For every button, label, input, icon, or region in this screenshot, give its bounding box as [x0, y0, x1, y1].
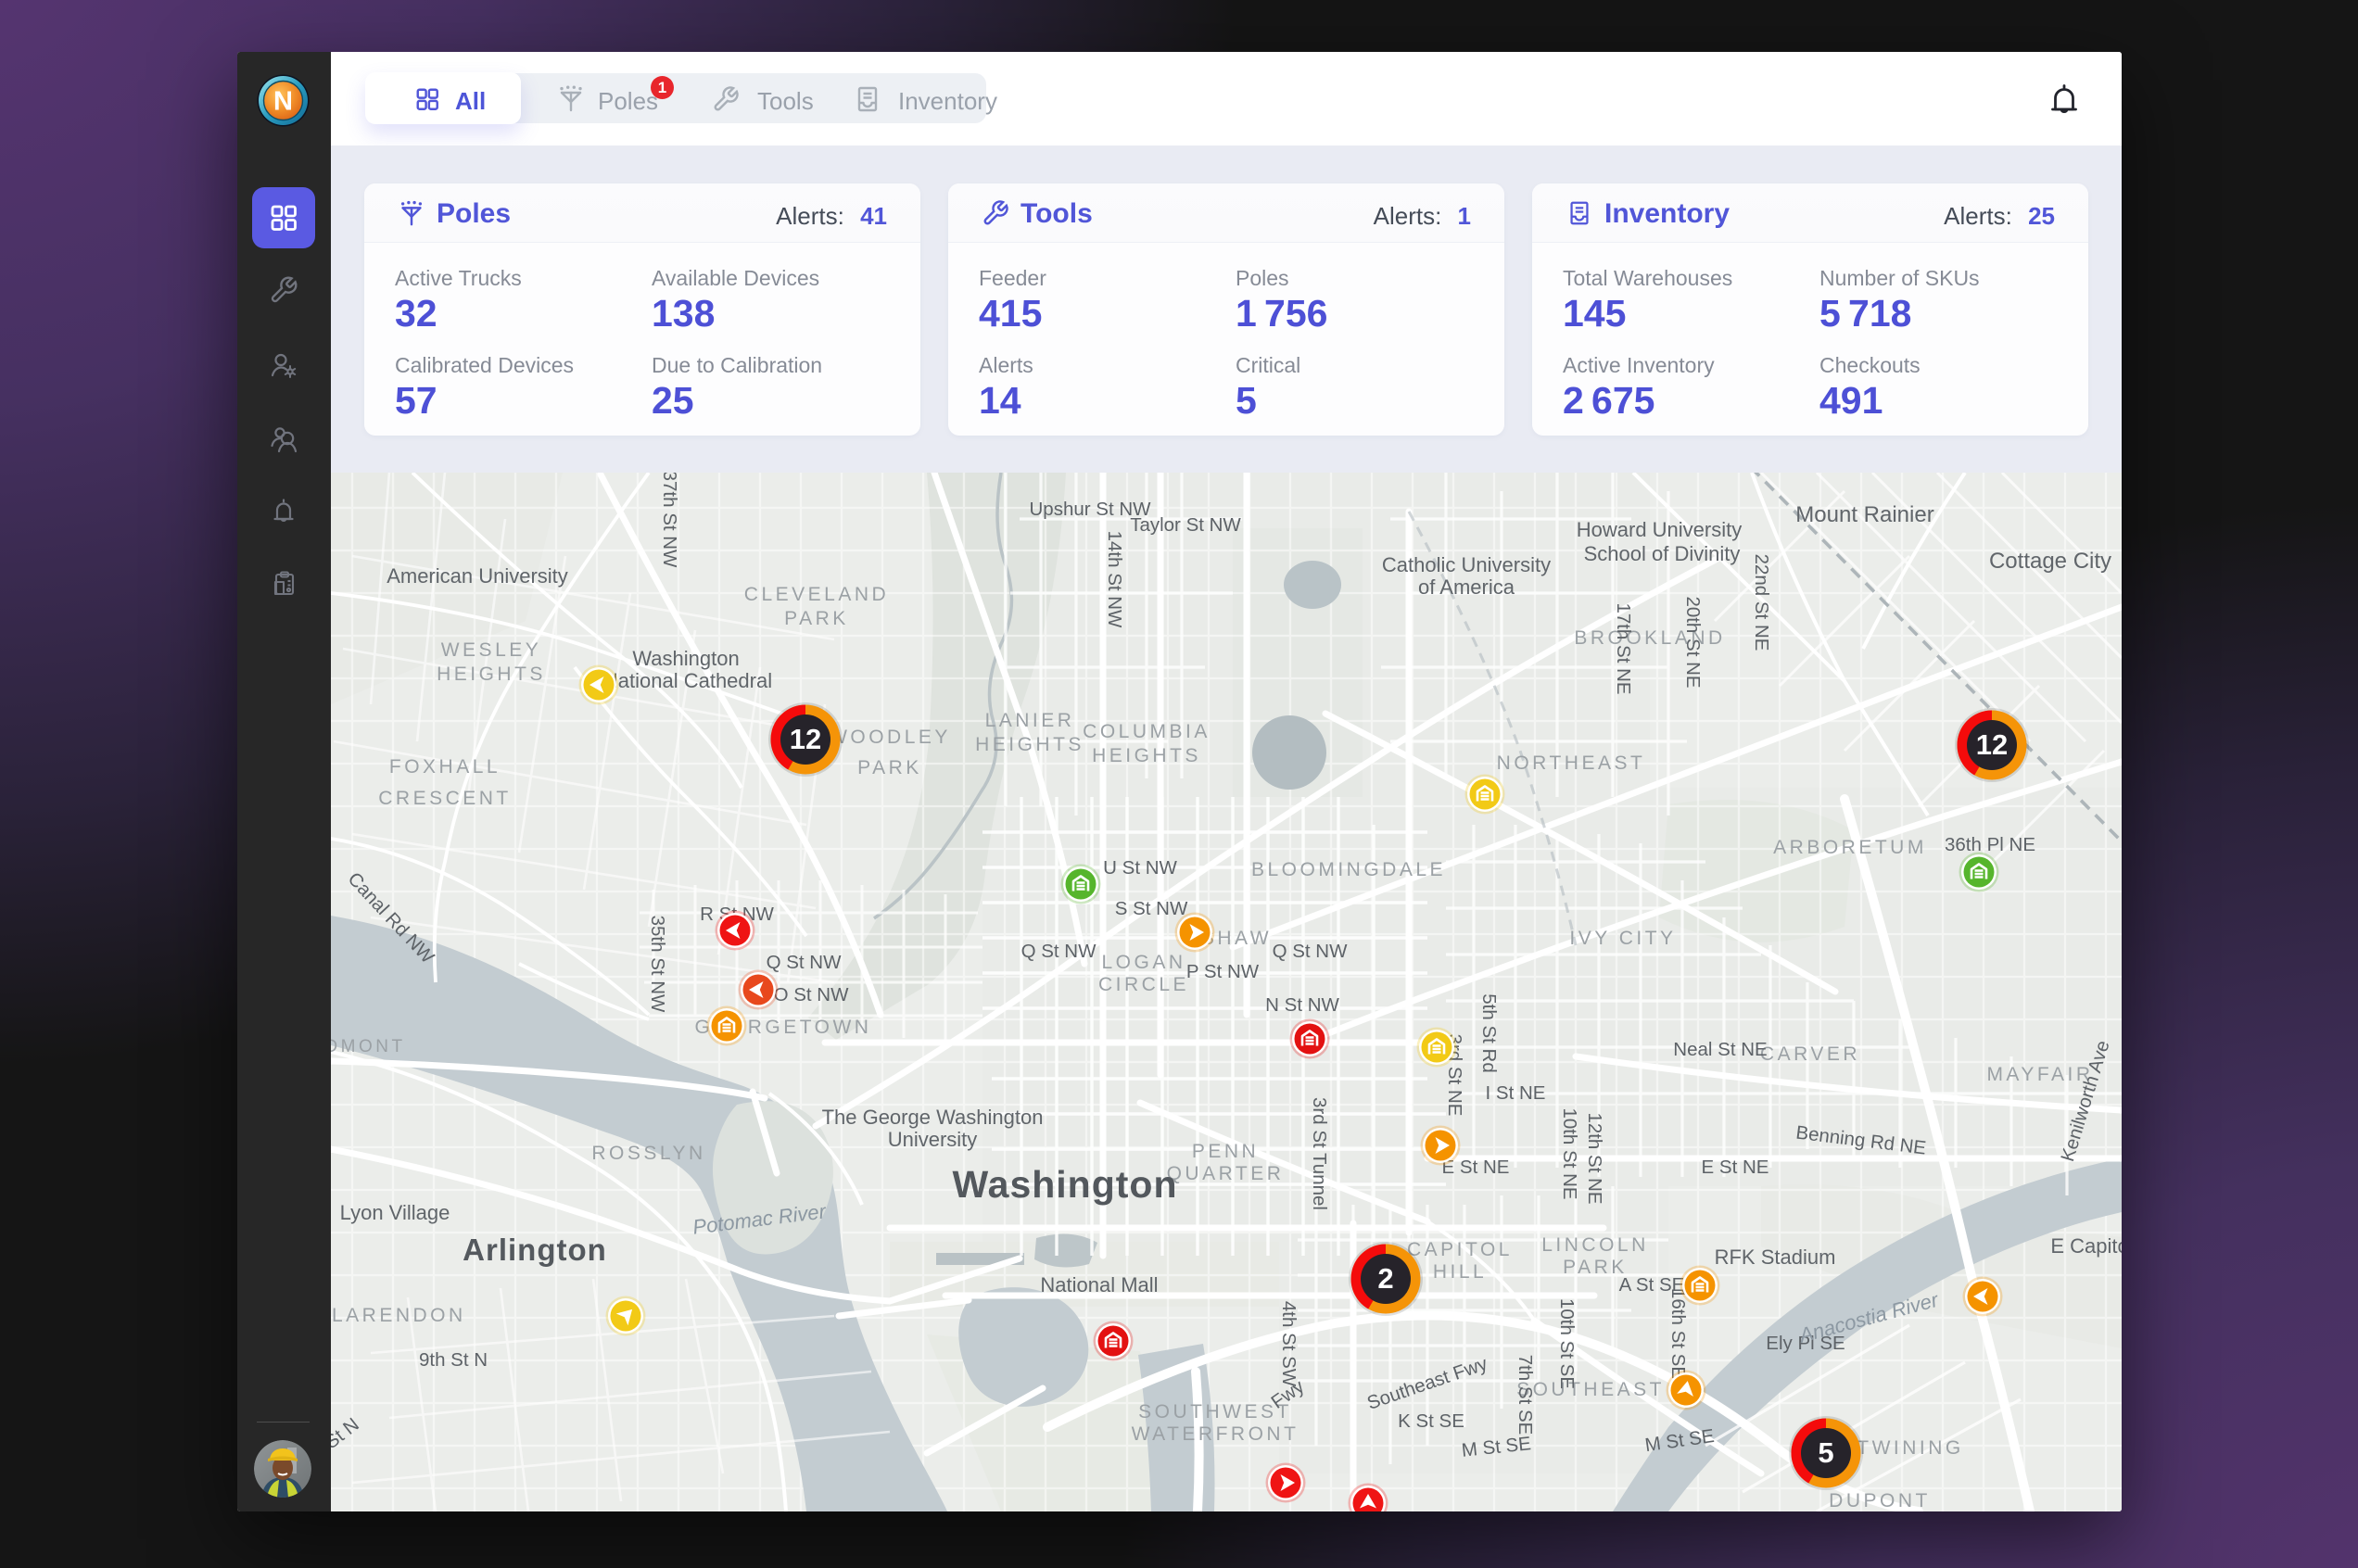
svg-text:S St NW: S St NW	[1115, 898, 1188, 919]
svg-text:Arlington: Arlington	[463, 1233, 607, 1267]
svg-text:PARK: PARK	[857, 757, 922, 778]
svg-text:Upshur St NW: Upshur St NW	[1030, 499, 1152, 520]
svg-text:N: N	[273, 87, 293, 117]
svg-text:DUPONT: DUPONT	[1829, 1490, 1931, 1511]
svg-text:LOGAN: LOGAN	[1101, 952, 1185, 973]
svg-text:2: 2	[1377, 1262, 1393, 1295]
svg-text:Catholic University: Catholic University	[1382, 553, 1551, 576]
svg-text:HILL: HILL	[1433, 1261, 1487, 1283]
svg-text:COLUMBIA: COLUMBIA	[1083, 721, 1211, 742]
svg-text:MAYFAIR: MAYFAIR	[1986, 1064, 2093, 1085]
svg-text:Ely Pl SE: Ely Pl SE	[1766, 1333, 1845, 1354]
svg-text:QUARTER: QUARTER	[1167, 1163, 1285, 1184]
svg-text:35th St NW: 35th St NW	[647, 916, 668, 1013]
svg-text:22nd St NE: 22nd St NE	[1751, 554, 1772, 651]
svg-text:FOXHALL: FOXHALL	[389, 756, 501, 778]
svg-text:SHAW: SHAW	[1201, 928, 1272, 949]
svg-text:Q St NW: Q St NW	[767, 952, 843, 973]
svg-text:4th St SW: 4th St SW	[1278, 1301, 1299, 1387]
svg-text:LINCOLN: LINCOLN	[1541, 1234, 1649, 1256]
svg-text:E Capitol: E Capitol	[2050, 1234, 2122, 1258]
svg-text:7th St SE: 7th St SE	[1515, 1355, 1536, 1435]
svg-text:N St NW: N St NW	[1265, 994, 1339, 1016]
svg-text:RFK Stadium: RFK Stadium	[1715, 1246, 1836, 1269]
svg-text:Taylor St NW: Taylor St NW	[1130, 514, 1241, 536]
svg-text:WESLEY: WESLEY	[441, 639, 542, 661]
svg-text:LANIER: LANIER	[985, 710, 1075, 731]
svg-text:SOUTHWEST: SOUTHWEST	[1138, 1401, 1292, 1423]
svg-text:I St NE: I St NE	[1486, 1082, 1546, 1104]
svg-text:ROSSLYN: ROSSLYN	[591, 1143, 705, 1164]
svg-text:O St NW: O St NW	[774, 984, 850, 1005]
svg-text:of America: of America	[1418, 575, 1515, 599]
svg-text:National Cathedral: National Cathedral	[603, 669, 772, 692]
svg-text:TWINING: TWINING	[1857, 1437, 1963, 1459]
svg-text:CARVER: CARVER	[1760, 1043, 1860, 1065]
svg-text:University: University	[888, 1128, 978, 1151]
svg-text:PARK: PARK	[784, 608, 849, 629]
svg-text:CIRCLE: CIRCLE	[1098, 974, 1189, 995]
svg-text:P St NW: P St NW	[1186, 961, 1260, 982]
svg-text:10th St NE: 10th St NE	[1559, 1107, 1580, 1199]
svg-text:PENN: PENN	[1192, 1141, 1259, 1162]
svg-text:HEIGHTS: HEIGHTS	[975, 734, 1084, 755]
svg-text:The George Washington: The George Washington	[822, 1106, 1044, 1129]
svg-text:12: 12	[1976, 728, 2008, 761]
svg-text:Q St NW: Q St NW	[1021, 941, 1097, 962]
svg-text:5th St Rd: 5th St Rd	[1478, 993, 1500, 1072]
svg-text:Neal St NE: Neal St NE	[1673, 1039, 1767, 1060]
svg-text:3rd St Tunnel: 3rd St Tunnel	[1309, 1097, 1330, 1210]
svg-text:Mount Rainier: Mount Rainier	[1795, 502, 1933, 527]
svg-text:WOODLEY: WOODLEY	[829, 727, 951, 748]
svg-text:9th St N: 9th St N	[419, 1349, 488, 1371]
svg-text:Cottage City: Cottage City	[1989, 549, 2111, 574]
svg-text:CRESCENT: CRESCENT	[378, 788, 512, 809]
svg-text:SOUTHEAST: SOUTHEAST	[1516, 1379, 1665, 1400]
svg-text:K St SE: K St SE	[1398, 1410, 1464, 1432]
svg-text:Lyon Village: Lyon Village	[340, 1201, 450, 1224]
svg-text:17th St NE: 17th St NE	[1613, 602, 1634, 694]
svg-text:National Mall: National Mall	[1040, 1273, 1158, 1296]
svg-text:Howard University: Howard University	[1577, 518, 1743, 541]
svg-text:IVY CITY: IVY CITY	[1569, 928, 1676, 949]
svg-text:ARBORETUM: ARBORETUM	[1773, 837, 1927, 858]
svg-text:36th Pl NE: 36th Pl NE	[1945, 834, 2035, 855]
svg-text:CLEVELAND: CLEVELAND	[744, 584, 889, 605]
svg-text:Washington: Washington	[952, 1163, 1177, 1206]
svg-text:37th St NW: 37th St NW	[659, 473, 680, 568]
svg-text:12: 12	[790, 723, 821, 755]
svg-text:16th St SE: 16th St SE	[1667, 1288, 1689, 1379]
svg-text:NORTHEAST: NORTHEAST	[1497, 752, 1646, 774]
svg-text:WATERFRONT: WATERFRONT	[1132, 1423, 1299, 1445]
svg-text:HEIGHTS: HEIGHTS	[1092, 745, 1201, 766]
svg-text:DMONT: DMONT	[331, 1037, 406, 1056]
svg-text:5: 5	[1818, 1436, 1833, 1469]
svg-text:HEIGHTS: HEIGHTS	[437, 664, 546, 685]
svg-text:School of Divinity: School of Divinity	[1584, 542, 1741, 565]
svg-text:E St NE: E St NE	[1442, 1157, 1510, 1178]
svg-text:American University: American University	[387, 564, 568, 588]
svg-text:20th St NE: 20th St NE	[1682, 596, 1704, 688]
svg-text:CAPITOL: CAPITOL	[1407, 1239, 1513, 1260]
svg-text:12th St NE: 12th St NE	[1584, 1112, 1605, 1204]
svg-text:14th St NW: 14th St NW	[1104, 531, 1125, 628]
svg-text:BROOKLAND: BROOKLAND	[1574, 627, 1725, 649]
svg-text:Q St NW: Q St NW	[1273, 941, 1349, 962]
svg-text:Washington: Washington	[632, 647, 739, 670]
svg-text:A St SE: A St SE	[1619, 1274, 1685, 1296]
svg-text:U St NW: U St NW	[1103, 857, 1177, 879]
svg-text:10th St SE: 10th St SE	[1556, 1298, 1578, 1389]
svg-text:PARK: PARK	[1563, 1257, 1628, 1278]
svg-text:BLOOMINGDALE: BLOOMINGDALE	[1251, 859, 1446, 880]
svg-text:CLARENDON: CLARENDON	[331, 1305, 466, 1326]
svg-text:E St NE: E St NE	[1702, 1157, 1769, 1178]
